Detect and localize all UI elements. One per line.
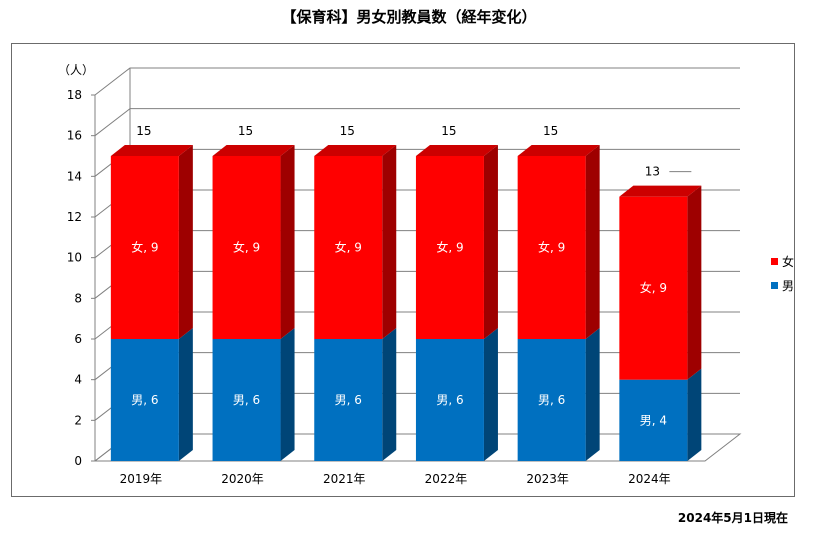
bar-female xyxy=(517,156,586,339)
data-label-female: 女, 9 xyxy=(436,240,463,255)
bar-female xyxy=(212,156,281,339)
x-tick-label: 2023年 xyxy=(526,472,569,486)
bar-top-female xyxy=(619,185,702,197)
y-tick-label: 16 xyxy=(67,129,82,143)
y-tick-label: 0 xyxy=(74,454,82,468)
chart-frame xyxy=(11,43,795,497)
data-label-female: 女, 9 xyxy=(131,240,158,255)
data-label-female: 女, 9 xyxy=(538,240,565,255)
data-label-female: 女, 9 xyxy=(335,240,362,255)
y-tick-label: 8 xyxy=(74,291,82,305)
bar-top-female xyxy=(517,145,600,156)
y-tick-label: 6 xyxy=(74,332,82,346)
legend-label-female: 女 xyxy=(782,254,794,269)
y-tick-label: 2 xyxy=(74,413,82,427)
y-axis-unit-label: （人） xyxy=(58,63,94,77)
bar-top-female xyxy=(314,145,397,156)
total-label: 15 xyxy=(238,124,253,138)
total-label: 15 xyxy=(136,124,151,138)
data-label-male: 男, 6 xyxy=(538,393,565,407)
legend-swatch-female xyxy=(771,258,778,265)
bar-male xyxy=(314,339,383,461)
gridline xyxy=(94,67,740,96)
x-tick-label: 2020年 xyxy=(221,472,264,486)
chart-title: 【保育科】男女別教員数（経年変化） xyxy=(281,8,537,26)
total-label: 13 xyxy=(645,165,660,179)
bar-side-male xyxy=(280,328,295,461)
bar-top-female xyxy=(110,145,193,156)
bar-female xyxy=(110,156,179,339)
x-tick-label: 2019年 xyxy=(120,472,163,486)
bar-top-female xyxy=(212,145,295,156)
data-label-male: 男, 6 xyxy=(335,393,362,407)
bar-male xyxy=(619,379,688,461)
y-tick-label: 10 xyxy=(67,251,82,265)
data-label-male: 男, 6 xyxy=(131,393,158,407)
total-label: 15 xyxy=(340,124,355,138)
gridline xyxy=(94,108,740,137)
as-of-date-note: 2024年5月1日現在 xyxy=(677,511,788,525)
bar-side-male xyxy=(585,328,600,461)
legend-label-male: 男 xyxy=(782,279,794,293)
x-tick-label: 2024年 xyxy=(628,472,671,486)
bar-side-female xyxy=(178,145,193,339)
legend-swatch-male xyxy=(771,282,778,289)
bar-side-female xyxy=(483,145,498,339)
bar-side-female xyxy=(687,185,702,380)
bar-side-male xyxy=(382,328,397,461)
bar-side-male xyxy=(178,328,193,461)
bar-side-female xyxy=(585,145,600,339)
bar-side-female xyxy=(382,145,397,339)
bar-female xyxy=(619,196,688,380)
bar-side-male xyxy=(687,368,702,461)
data-label-female: 女, 9 xyxy=(640,280,667,295)
bar-male xyxy=(110,339,179,461)
y-tick-label: 12 xyxy=(67,210,82,224)
bar-male xyxy=(517,339,586,461)
data-label-male: 男, 4 xyxy=(640,413,667,427)
bar-female xyxy=(415,156,484,339)
y-tick-label: 4 xyxy=(74,373,82,387)
data-label-female: 女, 9 xyxy=(233,240,260,255)
y-tick-label: 14 xyxy=(67,169,82,183)
x-tick-label: 2022年 xyxy=(425,472,468,486)
bar-female xyxy=(314,156,383,339)
bar-side-male xyxy=(483,328,498,461)
bar-male xyxy=(212,339,281,461)
x-tick-label: 2021年 xyxy=(323,472,366,486)
bar-side-female xyxy=(280,145,295,339)
total-label: 15 xyxy=(543,124,558,138)
data-label-male: 男, 6 xyxy=(233,393,260,407)
bar-top-female xyxy=(415,145,498,156)
y-tick-label: 18 xyxy=(67,88,82,102)
total-label: 15 xyxy=(441,124,456,138)
bar-male xyxy=(415,339,484,461)
data-label-male: 男, 6 xyxy=(436,393,463,407)
